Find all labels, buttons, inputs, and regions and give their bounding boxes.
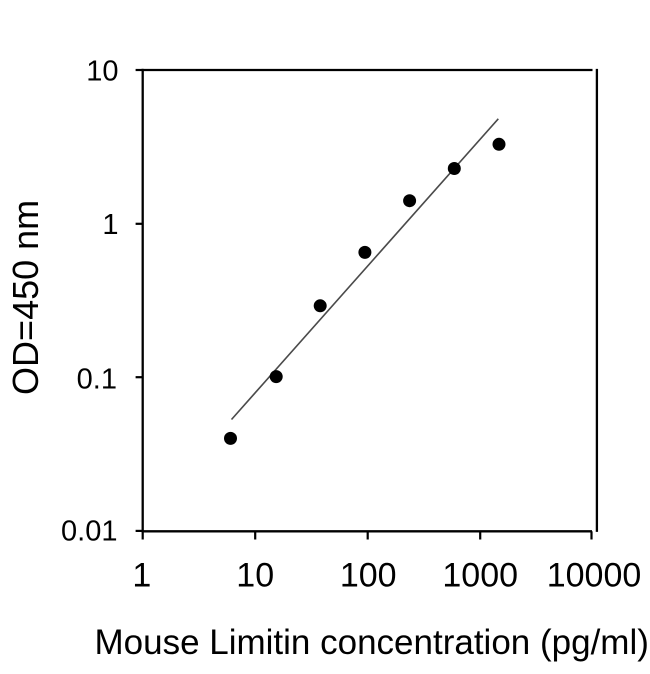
svg-text:0.01: 0.01 [61,516,117,548]
svg-text:1000: 1000 [442,557,518,595]
svg-text:OD=450 nm: OD=450 nm [5,200,46,395]
svg-text:10: 10 [236,557,274,595]
svg-text:10000: 10000 [547,557,642,595]
svg-text:10: 10 [86,55,118,87]
svg-text:100: 100 [340,557,397,595]
svg-text:0.1: 0.1 [77,364,117,396]
svg-text:1: 1 [132,557,151,595]
svg-text:1: 1 [102,209,118,241]
svg-text:Mouse Limitin concentration (p: Mouse Limitin concentration (pg/ml) [94,623,648,662]
